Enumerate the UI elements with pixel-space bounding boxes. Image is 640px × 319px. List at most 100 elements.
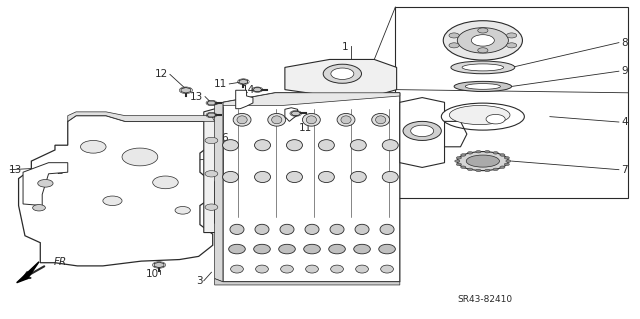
Circle shape — [467, 168, 472, 171]
Ellipse shape — [350, 140, 366, 151]
Ellipse shape — [319, 140, 334, 151]
Text: SR43-82410: SR43-82410 — [457, 295, 513, 304]
Polygon shape — [207, 101, 216, 105]
Ellipse shape — [255, 224, 269, 234]
Ellipse shape — [442, 103, 524, 130]
Ellipse shape — [280, 265, 293, 273]
Circle shape — [205, 137, 218, 144]
Ellipse shape — [355, 224, 369, 234]
Polygon shape — [236, 90, 253, 109]
Ellipse shape — [341, 116, 351, 124]
Ellipse shape — [230, 265, 243, 273]
Ellipse shape — [255, 265, 268, 273]
Ellipse shape — [379, 244, 396, 254]
Circle shape — [205, 204, 218, 210]
Ellipse shape — [354, 244, 371, 254]
Polygon shape — [207, 113, 216, 117]
Ellipse shape — [280, 224, 294, 234]
Text: 13: 13 — [8, 165, 22, 175]
Circle shape — [456, 157, 461, 159]
Circle shape — [504, 163, 509, 166]
Ellipse shape — [376, 116, 386, 124]
Circle shape — [461, 166, 466, 168]
Polygon shape — [214, 102, 223, 282]
Text: 5: 5 — [272, 114, 278, 124]
Polygon shape — [223, 93, 400, 106]
Ellipse shape — [255, 171, 271, 182]
Circle shape — [486, 115, 505, 124]
Circle shape — [323, 64, 362, 83]
Ellipse shape — [380, 224, 394, 234]
Ellipse shape — [467, 155, 499, 167]
Circle shape — [331, 68, 354, 79]
Circle shape — [467, 152, 472, 154]
Ellipse shape — [337, 114, 355, 126]
Ellipse shape — [458, 152, 508, 171]
Ellipse shape — [462, 64, 504, 71]
Text: 6: 6 — [221, 133, 227, 143]
Circle shape — [122, 148, 158, 166]
Ellipse shape — [382, 140, 398, 151]
Text: 1: 1 — [342, 42, 349, 52]
Circle shape — [38, 180, 53, 187]
Ellipse shape — [356, 265, 369, 273]
Circle shape — [449, 33, 459, 38]
Circle shape — [81, 140, 106, 153]
Ellipse shape — [287, 140, 303, 151]
Text: 4: 4 — [621, 117, 628, 127]
Circle shape — [500, 154, 505, 156]
Circle shape — [411, 125, 434, 137]
Circle shape — [476, 169, 481, 172]
Text: 8: 8 — [621, 38, 628, 48]
Ellipse shape — [228, 244, 245, 254]
Ellipse shape — [451, 61, 515, 74]
Ellipse shape — [230, 224, 244, 234]
Text: 14: 14 — [242, 85, 255, 95]
Circle shape — [456, 163, 461, 166]
Circle shape — [461, 154, 466, 156]
Circle shape — [500, 166, 505, 168]
Ellipse shape — [382, 171, 398, 182]
Ellipse shape — [329, 244, 346, 254]
Text: 11: 11 — [299, 123, 312, 133]
Circle shape — [506, 160, 511, 162]
Circle shape — [153, 176, 178, 189]
Circle shape — [103, 196, 122, 205]
Polygon shape — [285, 59, 397, 96]
Polygon shape — [68, 112, 214, 122]
Polygon shape — [223, 93, 400, 282]
Ellipse shape — [223, 171, 239, 182]
Circle shape — [477, 48, 488, 53]
Circle shape — [506, 33, 516, 38]
Bar — [396, 7, 628, 197]
Text: 7: 7 — [621, 165, 628, 175]
Ellipse shape — [372, 114, 390, 126]
Ellipse shape — [255, 140, 271, 151]
Ellipse shape — [465, 84, 500, 89]
Circle shape — [493, 168, 498, 171]
Polygon shape — [204, 107, 223, 233]
Ellipse shape — [233, 114, 251, 126]
Ellipse shape — [237, 116, 247, 124]
Ellipse shape — [268, 114, 285, 126]
Circle shape — [455, 160, 460, 162]
Polygon shape — [23, 163, 68, 205]
Ellipse shape — [305, 224, 319, 234]
Circle shape — [458, 28, 508, 53]
Circle shape — [175, 206, 190, 214]
Ellipse shape — [303, 114, 320, 126]
Ellipse shape — [350, 171, 366, 182]
Polygon shape — [253, 88, 262, 92]
Polygon shape — [214, 278, 400, 285]
Ellipse shape — [454, 81, 511, 92]
Ellipse shape — [271, 116, 282, 124]
Polygon shape — [181, 87, 191, 93]
Ellipse shape — [306, 265, 319, 273]
Text: FR.: FR. — [54, 257, 70, 267]
Circle shape — [477, 28, 488, 33]
Ellipse shape — [319, 171, 334, 182]
Ellipse shape — [449, 106, 510, 124]
Circle shape — [33, 204, 45, 211]
Ellipse shape — [381, 265, 394, 273]
Text: 2: 2 — [57, 166, 63, 176]
